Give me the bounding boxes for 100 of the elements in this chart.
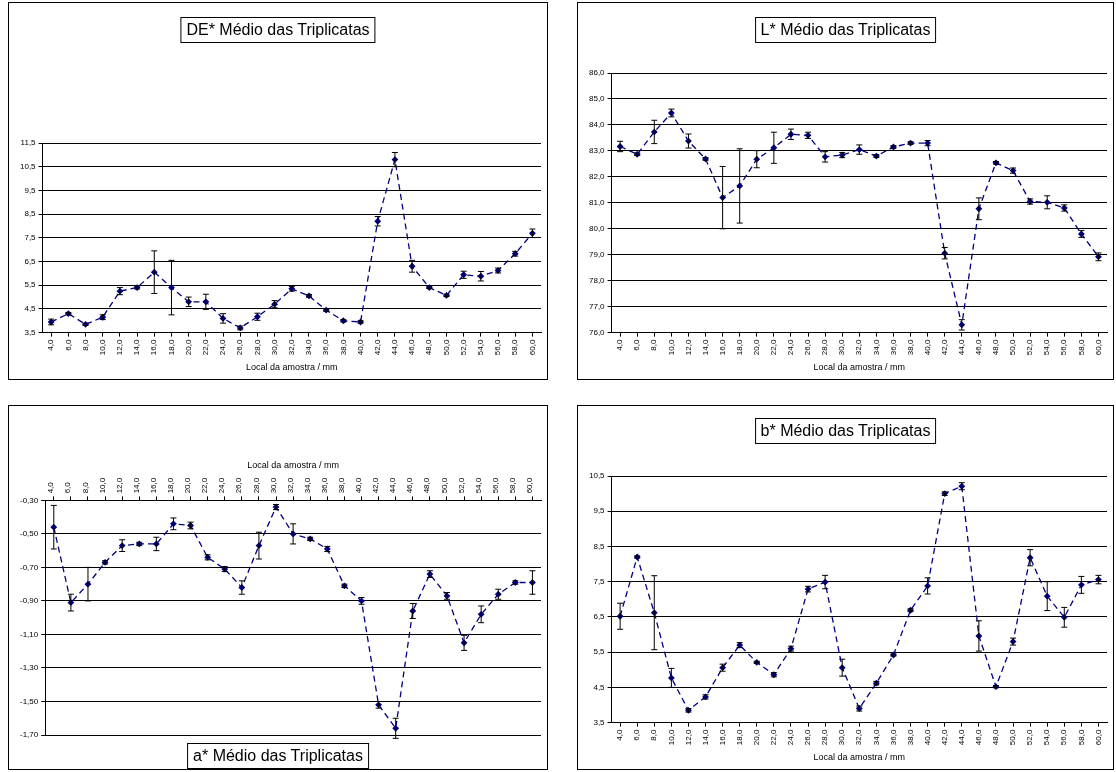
x-tick-label: 28,0	[251, 477, 261, 494]
x-tick-label: 18,0	[166, 477, 176, 494]
x-axis-title: Local da amostra / mm	[813, 752, 906, 763]
x-tick-label: 42,0	[939, 729, 949, 746]
x-tick-label: 16,0	[717, 339, 727, 356]
x-tick-label: 10,0	[97, 477, 107, 494]
x-tick-label: 58,0	[1076, 339, 1086, 356]
x-tick-label: 16,0	[148, 477, 158, 494]
x-tick-label: 10,0	[666, 339, 676, 356]
x-tick-label: 20,0	[751, 339, 761, 356]
x-tick-label: 28,0	[820, 729, 830, 746]
x-tick-label: 20,0	[183, 339, 193, 356]
y-tick-label: 4,5	[24, 304, 37, 314]
chart-title: b* Médio das Triplicatas	[754, 418, 937, 444]
x-tick-label: 44,0	[956, 729, 966, 746]
x-tick-label: 6,0	[632, 729, 642, 741]
x-tick-label: 60,0	[1093, 339, 1103, 356]
x-tick-label: 44,0	[956, 339, 966, 356]
x-tick-label: 30,0	[837, 729, 847, 746]
x-tick-label: 10,0	[666, 729, 676, 746]
x-tick-label: 20,0	[751, 729, 761, 746]
x-tick-label: 48,0	[424, 339, 434, 356]
y-tick-label: 8,5	[593, 541, 606, 551]
x-tick-label: 48,0	[991, 729, 1001, 746]
x-tick-label: 20,0	[183, 477, 193, 494]
x-tick-label: 40,0	[355, 339, 365, 356]
x-tick-label: 24,0	[786, 339, 796, 356]
x-tick-label: 52,0	[458, 339, 468, 356]
x-tick-label: 56,0	[493, 339, 503, 356]
y-tick-label: 5,5	[24, 280, 37, 290]
x-tick-label: 50,0	[439, 477, 449, 494]
x-tick-label: 54,0	[1042, 729, 1052, 746]
x-tick-label: 4,0	[46, 481, 56, 494]
x-tick-label: 22,0	[769, 339, 779, 356]
x-tick-label: 44,0	[390, 339, 400, 356]
y-tick-label: -0,70	[20, 562, 39, 572]
y-tick-label: -1,10	[20, 629, 39, 639]
x-tick-label: 12,0	[114, 477, 124, 494]
y-tick-label: 7,5	[593, 576, 606, 586]
x-tick-label: 30,0	[837, 339, 847, 356]
x-tick-label: 34,0	[302, 477, 312, 494]
y-tick-label: 9,5	[593, 506, 606, 516]
x-tick-label: 14,0	[131, 477, 141, 494]
y-tick-label: 8,5	[24, 209, 37, 219]
x-tick-label: 22,0	[201, 339, 211, 356]
x-tick-label: 58,0	[507, 477, 517, 494]
x-axis-title: Local da amostra / mm	[246, 362, 338, 373]
y-tick-label: 10,5	[19, 161, 37, 171]
x-tick-label: 26,0	[234, 477, 244, 494]
y-tick-label: 5,5	[593, 647, 606, 657]
x-tick-label: 12,0	[683, 729, 693, 746]
x-tick-label: 18,0	[734, 729, 744, 746]
x-tick-label: 28,0	[820, 339, 830, 356]
x-tick-label: 54,0	[473, 477, 483, 494]
x-tick-label: 30,0	[269, 339, 279, 356]
x-tick-label: 8,0	[80, 481, 90, 494]
y-tick-label: 9,5	[24, 185, 37, 195]
y-tick-label: -0,50	[20, 529, 39, 539]
x-tick-label: 32,0	[854, 729, 864, 746]
x-tick-label: 32,0	[854, 339, 864, 356]
y-tick-label: 84,0	[588, 120, 606, 130]
chart-title: DE* Médio das Triplicatas	[180, 17, 376, 43]
x-tick-label: 6,0	[63, 339, 73, 351]
x-tick-label: 42,0	[371, 477, 381, 494]
x-tick-label: 26,0	[803, 339, 813, 356]
y-tick-label: 77,0	[588, 301, 606, 311]
x-tick-label: 34,0	[871, 729, 881, 746]
x-tick-label: 4,0	[46, 339, 56, 351]
x-tick-label: 38,0	[338, 339, 348, 356]
x-tick-label: 4,0	[615, 339, 625, 351]
x-tick-label: 54,0	[1042, 339, 1052, 356]
y-tick-label: -0,90	[20, 596, 39, 606]
x-tick-label: 28,0	[252, 339, 262, 356]
x-tick-label: 14,0	[700, 339, 710, 356]
y-tick-label: 10,5	[588, 471, 606, 481]
x-tick-label: 36,0	[888, 339, 898, 356]
text: a* Médio das Triplicatas	[187, 743, 369, 769]
x-tick-label: 60,0	[525, 477, 535, 494]
x-tick-label: 26,0	[803, 729, 813, 746]
x-tick-label: 58,0	[1076, 729, 1086, 746]
chart-title: L* Médio das Triplicatas	[754, 17, 937, 43]
x-tick-label: 12,0	[683, 339, 693, 356]
y-tick-label: 85,0	[588, 94, 606, 104]
y-tick-label: -1,70	[20, 730, 39, 740]
x-tick-label: 46,0	[974, 729, 984, 746]
x-tick-label: 50,0	[441, 339, 451, 356]
x-tick-label: 48,0	[422, 477, 432, 494]
x-tick-label: 60,0	[1093, 729, 1103, 746]
y-tick-label: 81,0	[588, 198, 606, 208]
x-tick-label: 30,0	[268, 477, 278, 494]
x-tick-label: 52,0	[456, 477, 466, 494]
x-tick-label: 46,0	[407, 339, 417, 356]
x-tick-label: 18,0	[166, 339, 176, 356]
x-tick-label: 32,0	[286, 339, 296, 356]
y-tick-label: -0,30	[20, 495, 39, 505]
x-tick-label: 14,0	[700, 729, 710, 746]
x-tick-label: 12,0	[115, 339, 125, 356]
x-tick-label: 22,0	[200, 477, 210, 494]
x-tick-label: 36,0	[319, 477, 329, 494]
x-tick-label: 22,0	[769, 729, 779, 746]
